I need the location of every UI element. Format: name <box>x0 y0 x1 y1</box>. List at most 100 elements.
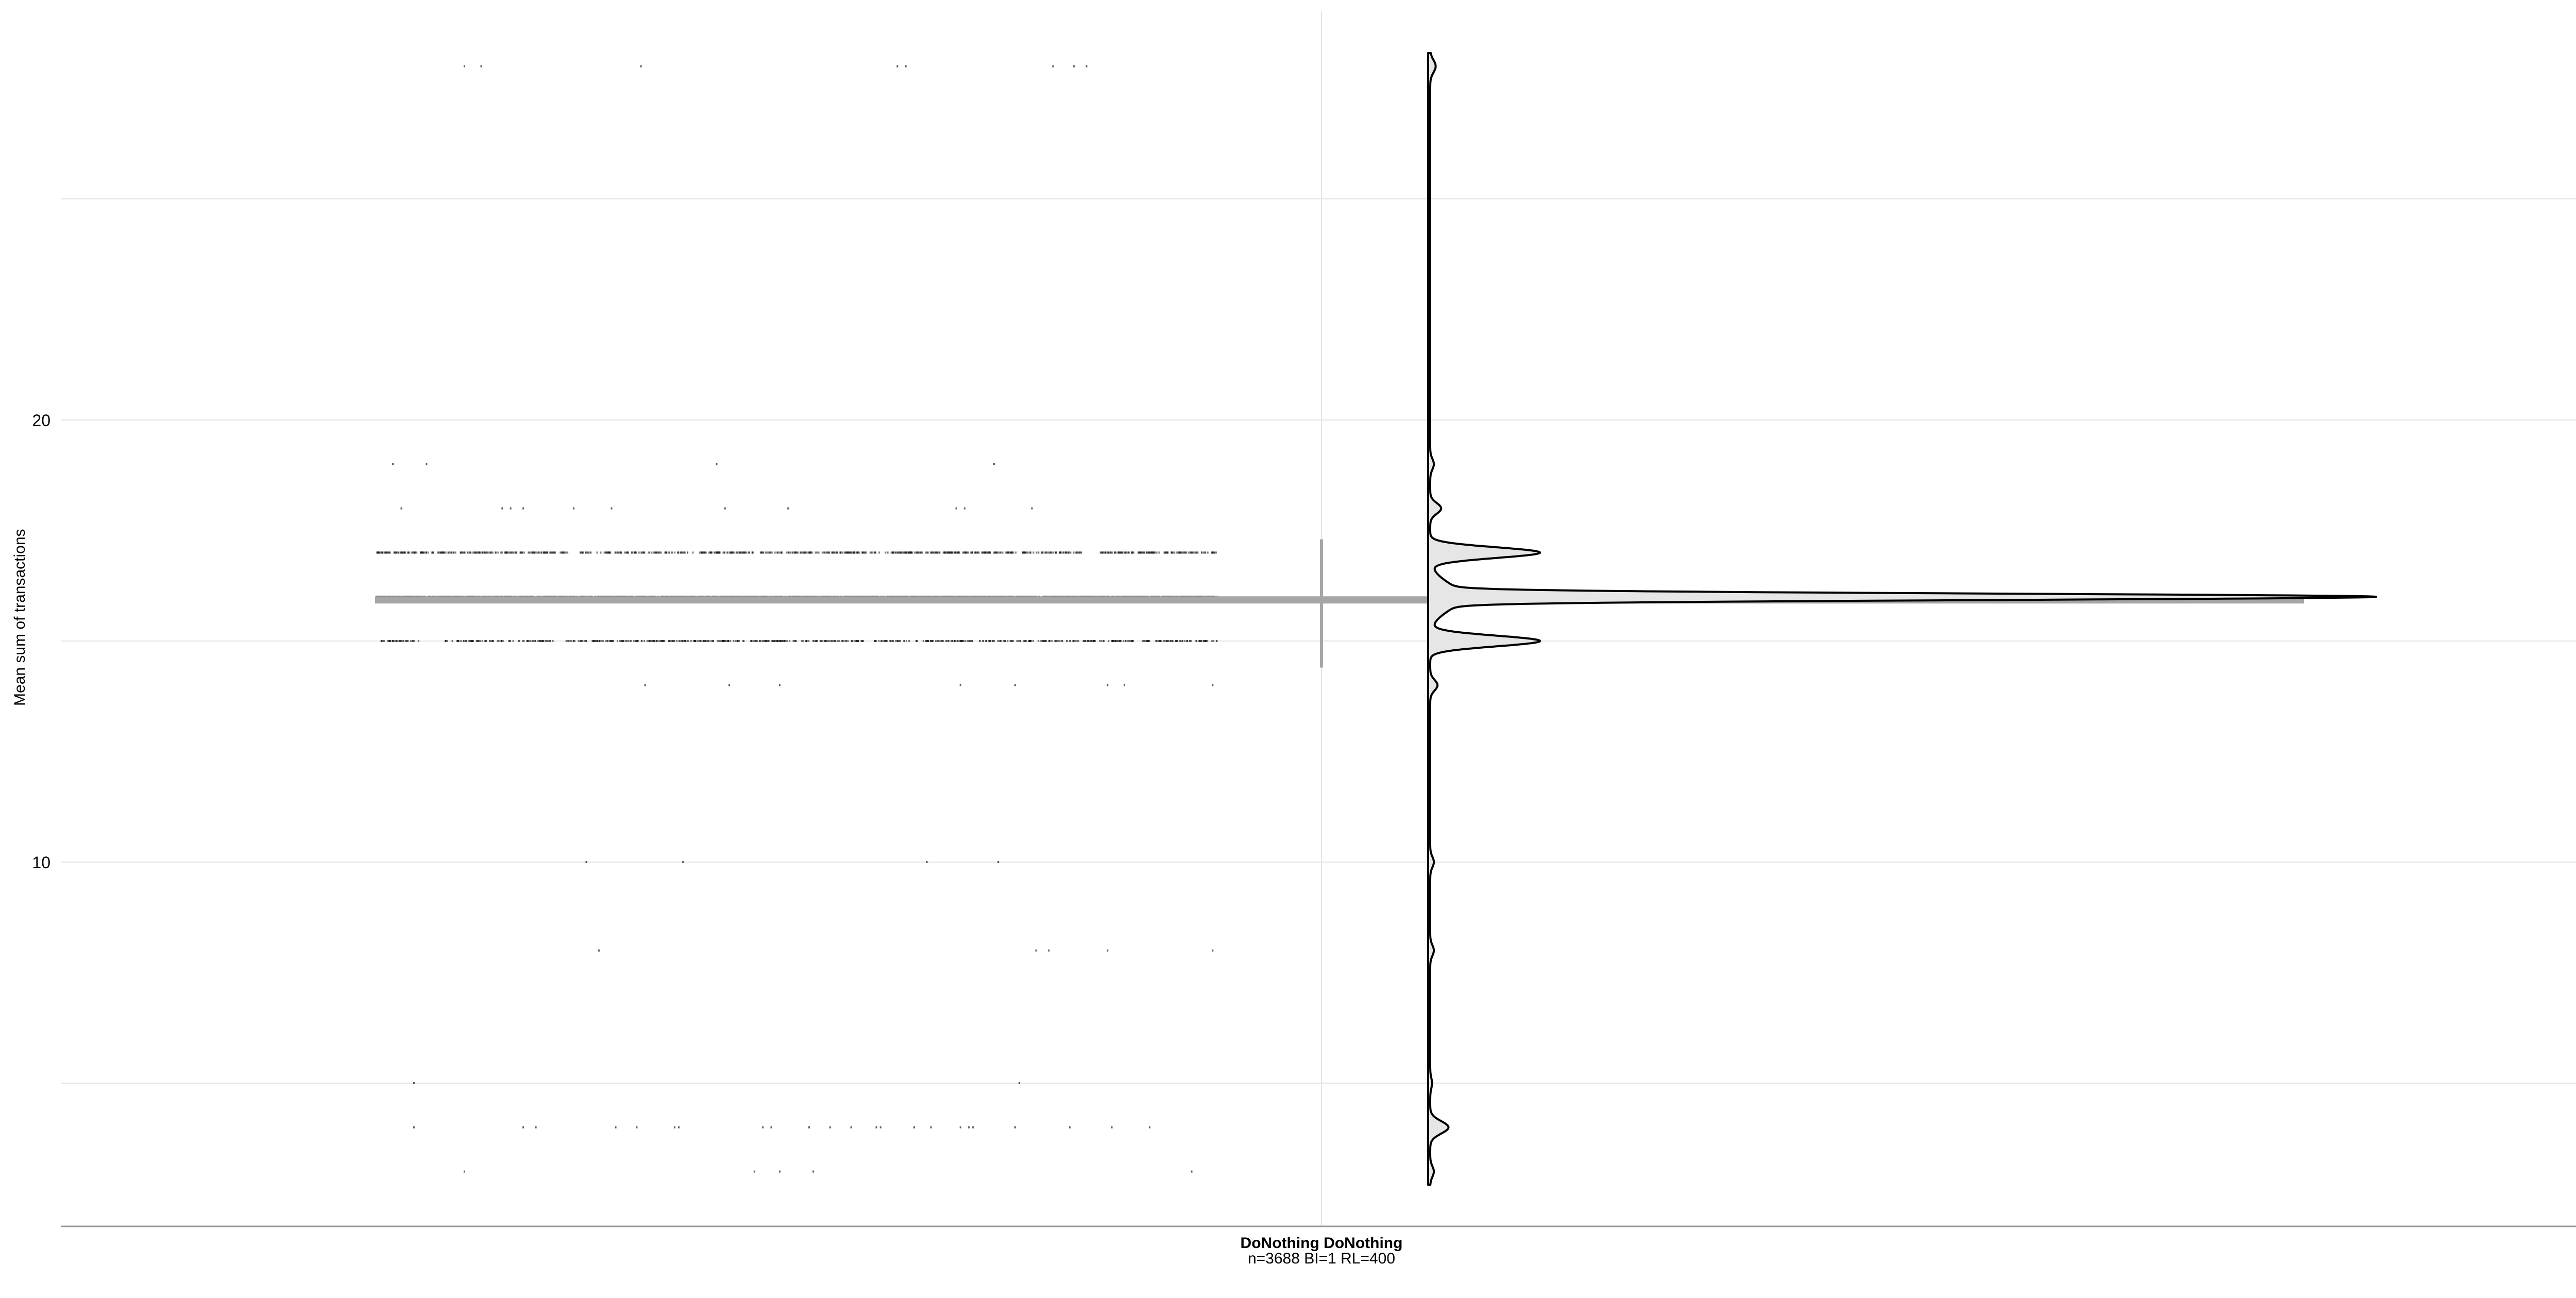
data-point <box>1073 640 1075 642</box>
data-point <box>540 640 543 642</box>
data-point <box>1179 640 1181 642</box>
data-point <box>581 551 583 554</box>
data-point <box>659 640 662 642</box>
data-point <box>686 640 688 642</box>
data-point <box>1092 640 1094 642</box>
data-point <box>1099 551 1101 554</box>
data-point <box>922 640 924 642</box>
data-point <box>469 551 470 554</box>
data-point <box>1099 640 1101 642</box>
data-point <box>772 640 774 642</box>
data-point <box>963 507 965 510</box>
data-point <box>862 640 865 642</box>
data-point <box>865 551 867 554</box>
data-point <box>825 551 827 554</box>
data-point <box>617 551 619 554</box>
data-point <box>427 551 429 554</box>
data-point <box>643 640 646 642</box>
data-point <box>847 640 849 642</box>
data-point <box>1132 640 1134 642</box>
data-point <box>402 551 404 554</box>
data-point <box>724 640 726 642</box>
data-point <box>849 551 851 554</box>
data-point <box>1166 640 1168 642</box>
data-point <box>504 551 506 554</box>
data-point <box>476 551 478 554</box>
data-point <box>697 640 699 642</box>
data-point <box>643 551 645 554</box>
data-point <box>704 551 706 554</box>
data-point <box>1029 640 1031 642</box>
data-point <box>649 551 651 554</box>
data-point <box>454 551 456 554</box>
data-point <box>1011 640 1013 642</box>
data-point <box>1027 551 1029 554</box>
data-point <box>1023 551 1025 554</box>
data-point <box>1049 640 1051 642</box>
data-point <box>526 640 528 642</box>
data-point <box>410 640 412 642</box>
data-point <box>606 640 608 642</box>
data-point <box>485 640 487 642</box>
data-point <box>765 551 767 554</box>
data-point <box>874 551 876 554</box>
data-point <box>607 551 609 554</box>
data-point <box>1176 551 1178 554</box>
data-point <box>988 640 990 642</box>
data-point <box>819 640 821 642</box>
data-point <box>1012 551 1014 554</box>
data-point <box>512 640 514 642</box>
data-point <box>1148 640 1150 642</box>
data-point <box>778 684 781 686</box>
data-point <box>946 551 948 554</box>
data-point <box>1151 551 1153 554</box>
data-point <box>505 551 507 554</box>
data-point <box>585 640 587 642</box>
data-point <box>854 640 856 642</box>
data-point <box>600 551 602 554</box>
data-point <box>718 640 720 642</box>
data-point <box>1046 551 1048 554</box>
data-point <box>946 640 948 642</box>
data-point <box>961 640 963 642</box>
data-point <box>982 640 985 642</box>
data-point <box>1103 551 1104 554</box>
data-point <box>1058 551 1060 554</box>
data-point <box>1213 551 1215 554</box>
data-point <box>613 640 614 642</box>
data-point <box>401 551 403 554</box>
category-label: DoNothing DoNothing <box>1241 1235 1403 1252</box>
data-point <box>412 640 414 642</box>
data-point <box>926 861 928 863</box>
data-point <box>660 640 663 642</box>
data-point <box>437 551 439 554</box>
data-point <box>885 640 887 642</box>
data-point <box>1188 551 1190 554</box>
data-point <box>536 551 538 554</box>
data-point <box>671 640 673 642</box>
data-point <box>403 551 405 554</box>
data-point <box>699 640 701 642</box>
data-point <box>808 1126 810 1128</box>
data-point <box>469 640 471 642</box>
data-point <box>684 551 686 554</box>
data-point <box>714 551 716 554</box>
data-point <box>823 551 825 554</box>
data-point <box>1145 551 1147 554</box>
data-point <box>905 551 907 554</box>
data-point <box>816 640 818 642</box>
data-point <box>1088 640 1090 642</box>
data-point <box>388 640 391 642</box>
data-point <box>764 640 766 642</box>
data-point <box>768 551 770 554</box>
data-point <box>1162 640 1164 642</box>
data-point <box>1215 640 1217 642</box>
data-point <box>636 1126 638 1128</box>
data-point <box>774 551 776 554</box>
data-point <box>678 1126 680 1128</box>
data-point <box>963 640 965 642</box>
data-point <box>634 551 636 554</box>
data-point <box>585 861 587 863</box>
data-point <box>730 551 732 554</box>
data-point <box>843 551 845 554</box>
